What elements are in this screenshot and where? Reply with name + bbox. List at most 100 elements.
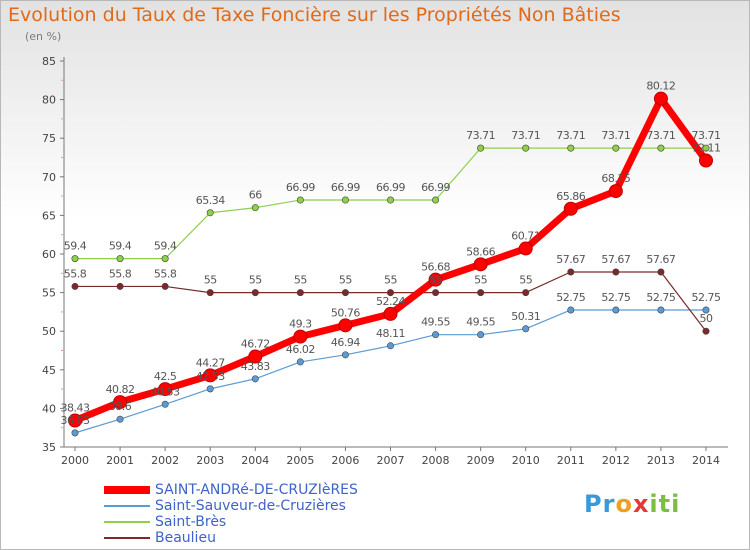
x-tick-label: 2011 xyxy=(557,454,585,467)
data-label: 55 xyxy=(519,274,532,287)
logo-part: x xyxy=(632,490,650,518)
data-point xyxy=(248,349,263,364)
data-point xyxy=(653,91,668,106)
data-label: 43.83 xyxy=(241,360,270,373)
data-label: 57.67 xyxy=(646,253,675,266)
data-label: 73.71 xyxy=(556,129,585,142)
data-point xyxy=(293,329,308,344)
x-tick-label: 2014 xyxy=(692,454,720,467)
data-point xyxy=(296,196,304,204)
data-label: 65.34 xyxy=(196,194,225,207)
data-label: 55 xyxy=(204,274,217,287)
data-label: 50 xyxy=(700,312,713,325)
data-label: 55 xyxy=(294,274,307,287)
data-label: 80.12 xyxy=(646,80,675,93)
legend-swatch xyxy=(104,505,150,507)
data-point xyxy=(296,289,304,297)
data-point xyxy=(612,306,620,314)
legend-label: Saint-Brès xyxy=(155,514,227,530)
data-point xyxy=(518,241,533,256)
data-point xyxy=(522,325,530,333)
data-label: 46.72 xyxy=(241,338,270,351)
data-point xyxy=(567,306,575,314)
data-point xyxy=(432,331,440,339)
data-point xyxy=(657,144,665,152)
data-label: 66.99 xyxy=(376,181,405,194)
data-point xyxy=(567,144,575,152)
data-label: 60.71 xyxy=(511,230,540,243)
data-point xyxy=(657,306,665,314)
data-point xyxy=(341,351,349,359)
data-label: 44.27 xyxy=(196,356,225,369)
data-point xyxy=(206,289,214,297)
data-point xyxy=(68,413,82,428)
y-tick-label: 80 xyxy=(42,94,56,107)
data-label: 49.55 xyxy=(421,316,450,329)
data-label: 66.99 xyxy=(286,181,315,194)
legend-label: Saint-Sauveur-de-Cruzières xyxy=(155,498,346,514)
data-label: 52.75 xyxy=(601,291,630,304)
legend-label: SAINT-ANDRé-DE-CRUZIèRES xyxy=(155,482,358,498)
logo-part: Pr xyxy=(584,490,616,518)
y-tick-label: 35 xyxy=(42,441,56,454)
x-tick-label: 2005 xyxy=(286,454,314,467)
data-point xyxy=(432,289,440,297)
data-label: 49.55 xyxy=(466,316,495,329)
data-point xyxy=(477,144,485,152)
data-point xyxy=(473,257,488,272)
data-point xyxy=(386,342,394,350)
data-point xyxy=(608,184,623,199)
x-tick-label: 2003 xyxy=(196,454,224,467)
data-label: 57.67 xyxy=(556,253,585,266)
data-label: 68.15 xyxy=(601,172,630,185)
data-point xyxy=(428,272,443,287)
data-label: 59.4 xyxy=(109,240,132,253)
data-label: 42.5 xyxy=(154,370,177,383)
y-tick-label: 70 xyxy=(42,171,56,184)
data-label: 52.24 xyxy=(376,295,405,308)
y-tick-label: 75 xyxy=(42,132,56,145)
data-point xyxy=(158,382,173,397)
data-label: 40.82 xyxy=(106,383,135,396)
data-label: 65.86 xyxy=(556,190,585,203)
data-point xyxy=(341,196,349,204)
data-point xyxy=(71,255,79,263)
data-label: 55.8 xyxy=(109,267,132,280)
data-label: 52.75 xyxy=(692,291,721,304)
x-tick-label: 2006 xyxy=(331,454,359,467)
data-label: 73.71 xyxy=(646,129,675,142)
data-label: 55 xyxy=(429,274,442,287)
data-label: 55 xyxy=(384,274,397,287)
data-point xyxy=(206,209,214,217)
data-label: 38.6 xyxy=(109,400,132,413)
data-label: 36.83 xyxy=(61,414,90,427)
x-tick-label: 2012 xyxy=(602,454,630,467)
x-tick-label: 2009 xyxy=(467,454,495,467)
data-point xyxy=(116,255,124,263)
logo-part: o xyxy=(615,490,633,518)
data-label: 38.43 xyxy=(61,402,90,415)
data-label: 66 xyxy=(249,189,262,202)
y-tick-label: 85 xyxy=(42,55,56,68)
y-tick-label: 45 xyxy=(42,364,56,377)
data-label: 42.53 xyxy=(196,370,225,383)
data-point xyxy=(522,289,530,297)
data-label: 46.02 xyxy=(286,343,315,356)
data-label: 55.8 xyxy=(64,267,87,280)
data-point xyxy=(251,289,259,297)
x-tick-label: 2010 xyxy=(512,454,540,467)
legend-swatch xyxy=(104,537,150,539)
data-point xyxy=(116,282,124,290)
data-point xyxy=(338,318,353,333)
x-tick-label: 2007 xyxy=(377,454,405,467)
data-point xyxy=(702,327,710,335)
data-point xyxy=(563,201,578,216)
data-point xyxy=(341,289,349,297)
data-point xyxy=(702,144,710,152)
data-point xyxy=(657,268,665,276)
data-label: 52.75 xyxy=(646,291,675,304)
data-label: 55 xyxy=(249,274,262,287)
data-point xyxy=(567,268,575,276)
x-tick-label: 2008 xyxy=(422,454,450,467)
